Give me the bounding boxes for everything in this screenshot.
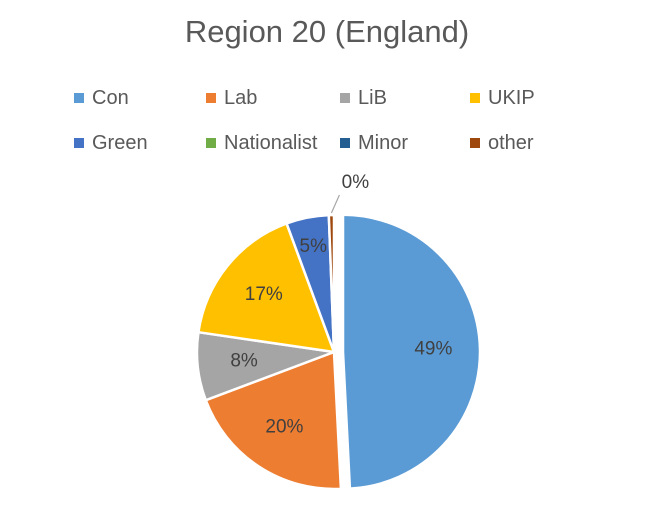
legend-label-lab: Lab (224, 86, 258, 109)
legend-swatch-lab (206, 93, 216, 103)
data-label-green: 5% (300, 236, 328, 257)
legend-item-green: Green (74, 129, 148, 157)
legend-label-other: other (488, 131, 534, 154)
pie-slice-ukip (197, 222, 336, 354)
legend-item-other: other (470, 129, 534, 157)
data-label-ukip: 17% (245, 284, 283, 305)
data-label-con: 49% (414, 339, 452, 360)
legend-label-lib: LiB (358, 86, 387, 109)
legend-item-lab: Lab (206, 84, 257, 112)
pie-slice-lab (204, 350, 343, 491)
legend-swatch-green (74, 138, 84, 148)
legend-row-2: Green Nationalist Minor other (74, 129, 614, 174)
legend-swatch-nationalist (206, 138, 216, 148)
legend: Con Lab LiB UKIP Green Nationalist (74, 84, 614, 174)
legend-swatch-ukip (470, 93, 480, 103)
legend-label-nationalist: Nationalist (224, 131, 318, 154)
leader-line-other (330, 194, 340, 214)
legend-swatch-other (470, 138, 480, 148)
legend-item-lib: LiB (340, 84, 387, 112)
legend-swatch-con (74, 93, 84, 103)
legend-item-minor: Minor (340, 129, 408, 157)
data-label-lib: 8% (230, 351, 258, 372)
pie-slice-other (327, 213, 336, 354)
legend-swatch-lib (340, 93, 350, 103)
legend-row-1: Con Lab LiB UKIP (74, 84, 614, 129)
legend-label-ukip: UKIP (488, 86, 535, 109)
legend-label-con: Con (92, 86, 129, 109)
chart-title: Region 20 (England) (184, 14, 470, 49)
legend-item-nationalist: Nationalist (206, 129, 317, 157)
data-label-other: 0% (342, 172, 370, 193)
legend-label-green: Green (92, 131, 148, 154)
legend-item-con: Con (74, 84, 129, 112)
legend-item-ukip: UKIP (470, 84, 535, 112)
legend-label-minor: Minor (358, 131, 409, 154)
data-label-lab: 20% (265, 417, 303, 438)
legend-swatch-minor (340, 138, 350, 148)
pie-slice-con (341, 213, 482, 490)
